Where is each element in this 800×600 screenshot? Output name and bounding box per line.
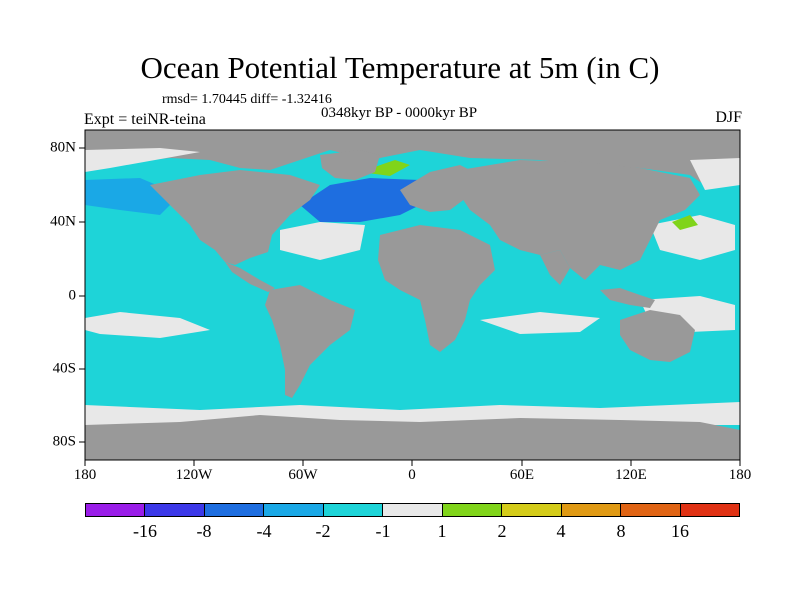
lat-label-40s: 40S bbox=[52, 360, 76, 377]
lon-label-60e: 60E bbox=[509, 467, 535, 483]
africa bbox=[378, 225, 495, 352]
colorbar-label: -4 bbox=[256, 521, 272, 541]
colorbar-segment-8 bbox=[561, 504, 622, 516]
greenland bbox=[320, 150, 380, 180]
colorbar-segment-1 bbox=[145, 504, 205, 516]
colorbar-segment-9 bbox=[621, 504, 681, 516]
colorbar-segment-5 bbox=[383, 504, 443, 516]
lat-label-80s: 80S bbox=[52, 433, 76, 450]
colorbar-label: 8 bbox=[616, 521, 626, 541]
experiment-label: Expt = teiNR-teina bbox=[84, 111, 206, 128]
arctic-ice bbox=[85, 130, 740, 182]
pacific-neutral-north bbox=[280, 222, 365, 260]
axis-ticks bbox=[79, 147, 741, 466]
colorbar-segment-10 bbox=[680, 504, 739, 516]
pacific-neutral-east bbox=[650, 215, 735, 260]
colorbar-label: -2 bbox=[315, 521, 331, 541]
colorbar-segment-0 bbox=[86, 504, 146, 516]
colorbar-label: 16 bbox=[671, 521, 689, 541]
colorbar-label: -1 bbox=[375, 521, 391, 541]
colorbar-segment-6 bbox=[442, 504, 503, 516]
asia bbox=[460, 160, 700, 280]
india bbox=[540, 250, 570, 285]
colorbar-label: -16 bbox=[133, 521, 157, 541]
stats-label: rmsd= 1.70445 diff= -1.32416 bbox=[162, 92, 332, 107]
south-america bbox=[265, 285, 355, 398]
lat-label-40n: 40N bbox=[50, 213, 76, 230]
maritime-continent bbox=[600, 288, 655, 308]
lon-label-180e: 180 bbox=[728, 467, 752, 483]
lat-label-0: 0 bbox=[68, 287, 77, 304]
lat-label-80n: 80N bbox=[50, 139, 76, 156]
colorbar-label: 4 bbox=[556, 521, 566, 541]
colorbar-segment-7 bbox=[502, 504, 562, 516]
australia bbox=[620, 310, 695, 362]
arctic-ice-fringe bbox=[85, 148, 740, 190]
lon-label-60w: 60W bbox=[288, 467, 318, 483]
lon-label-120e: 120E bbox=[615, 467, 647, 483]
colorbar-segment-3 bbox=[264, 504, 324, 516]
colorbar-label: 2 bbox=[497, 521, 507, 541]
colorbar bbox=[85, 503, 740, 517]
lon-label-180w: 180 bbox=[73, 467, 97, 483]
warm-anomaly-japan bbox=[672, 215, 698, 230]
south-indian-neutral bbox=[480, 312, 600, 334]
season-label: DJF bbox=[715, 109, 742, 126]
north-america bbox=[150, 170, 320, 265]
map-title: Ocean Potential Temperature at 5m (in C) bbox=[140, 50, 660, 85]
north-atlantic-anomaly bbox=[300, 178, 430, 222]
south-neutral-band bbox=[85, 312, 210, 338]
antarctica bbox=[85, 415, 740, 460]
central-america bbox=[225, 262, 275, 292]
colorbar-segment-2 bbox=[204, 504, 265, 516]
period-label: 0348kyr BP - 0000kyr BP bbox=[321, 105, 478, 121]
colorbar-label: 1 bbox=[437, 521, 447, 541]
lon-label-0: 0 bbox=[408, 467, 416, 483]
lon-label-120w: 120W bbox=[175, 467, 213, 483]
colorbar-label: -8 bbox=[196, 521, 212, 541]
colorbar-segment-4 bbox=[323, 504, 384, 516]
